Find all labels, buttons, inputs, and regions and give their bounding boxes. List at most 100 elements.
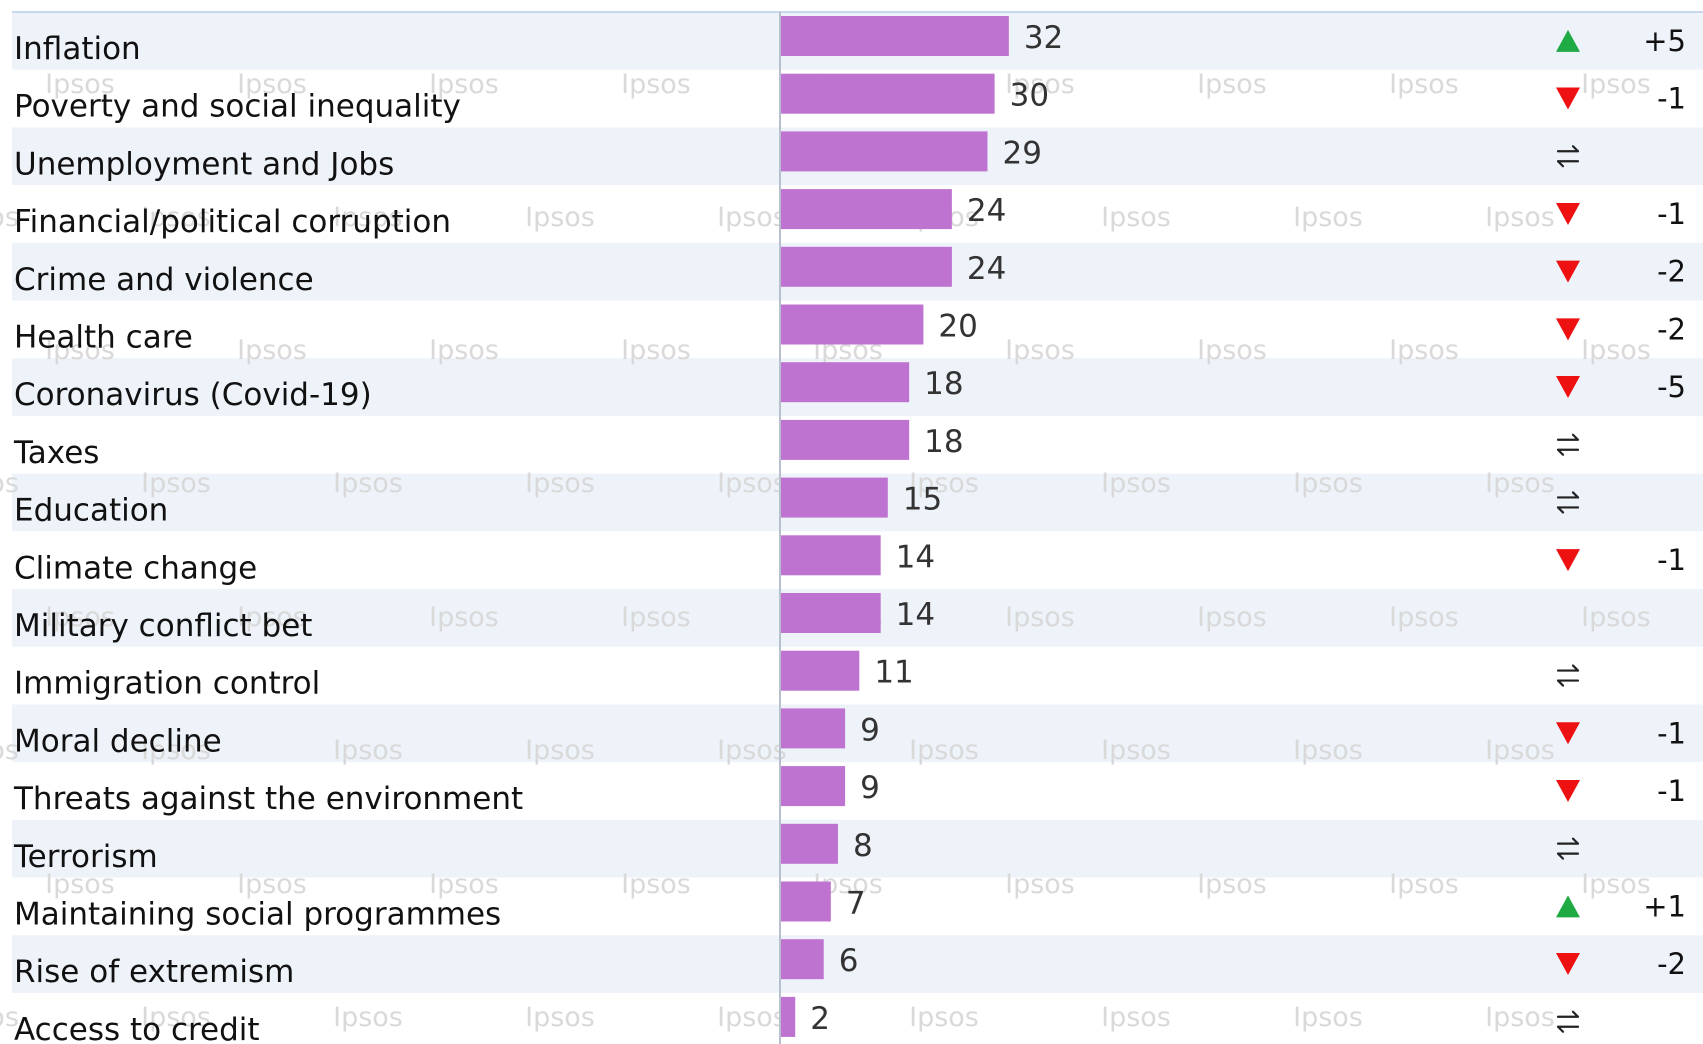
chart-row: Climate change 14 -1: [14, 535, 1686, 586]
row-band: [12, 819, 1703, 878]
category-label: Health care: [14, 320, 193, 356]
watermark-text: Ipsos: [1485, 468, 1555, 499]
up-triangle-icon: [1556, 29, 1580, 52]
bar: [781, 650, 860, 691]
watermark-text: Ipsos: [45, 602, 115, 633]
watermark-text: Ipsos: [1581, 69, 1651, 100]
watermark-text: Ipsos: [525, 735, 595, 766]
down-triangle-icon: [1556, 953, 1580, 976]
watermark-text: Ipsos: [237, 869, 307, 900]
bar: [781, 593, 881, 633]
watermark-text: Ipsos: [621, 602, 691, 633]
chart-rows: Inflation 32 +5 Poverty and social inequali…: [13, 16, 1686, 1044]
bar-value-label: 18: [924, 366, 963, 402]
watermark-text: Ipsos: [1005, 335, 1075, 366]
watermark-text: Ipsos: [1293, 1002, 1363, 1033]
bar: [781, 881, 831, 922]
watermark-text: Ipsos: [45, 69, 115, 100]
bar-value-label: 24: [967, 193, 1006, 229]
swap-arrows-icon: [1556, 433, 1580, 456]
watermark-text: Ipsos: [1005, 602, 1075, 633]
down-triangle-icon: [1556, 779, 1580, 802]
bar-value-label: 6: [839, 943, 859, 979]
watermark-text: Ipsos: [0, 468, 19, 499]
bar: [781, 131, 988, 172]
watermark-text: Ipsos: [429, 335, 499, 366]
watermark-text: Ipsos: [1197, 602, 1267, 633]
watermark-text: Ipsos: [1485, 202, 1555, 233]
bar: [781, 939, 824, 980]
watermark-text: Ipsos: [333, 735, 403, 766]
bar: [781, 477, 888, 518]
watermark-text: Ipsos: [1197, 335, 1267, 366]
down-triangle-icon: [1556, 260, 1580, 283]
bar-value-label: 18: [924, 424, 963, 460]
category-label: Financial/political corruption: [14, 204, 451, 240]
chart-row: Crime and violence 24 -2: [14, 246, 1686, 298]
category-label: Threats against the environment: [13, 781, 523, 817]
watermark-text: Ipsos: [1389, 335, 1459, 366]
watermark-text: Ipsos: [1101, 735, 1171, 766]
watermark-text: Ipsos: [429, 69, 499, 100]
watermark-text: Ipsos: [45, 335, 115, 366]
chart-row: Unemployment and Jobs 29: [14, 131, 1580, 182]
category-label: Unemployment and Jobs: [14, 146, 394, 182]
bar-value-label: 2: [810, 1001, 830, 1037]
watermark-text: Ipsos: [1293, 468, 1363, 499]
bar: [781, 766, 846, 807]
category-label: Moral decline: [14, 723, 222, 759]
watermark-text: Ipsos: [45, 869, 115, 900]
chart-row: Financial/political corruption 24 -1: [14, 189, 1686, 240]
bar: [781, 73, 995, 114]
bar: [781, 996, 796, 1037]
bar-value-label: 11: [874, 655, 913, 691]
bar-value-label: 15: [903, 482, 942, 518]
bar: [781, 246, 952, 287]
watermark-text: Ipsos: [0, 202, 19, 233]
bar-value-label: 9: [860, 712, 880, 748]
watermark-text: Ipsos: [333, 468, 403, 499]
watermark-text: Ipsos: [237, 335, 307, 366]
watermark-text: Ipsos: [1293, 735, 1363, 766]
watermark-text: Ipsos: [621, 335, 691, 366]
watermark-text: Ipsos: [1389, 69, 1459, 100]
chart-row: Taxes 18: [13, 419, 1580, 471]
bar-value-label: 20: [938, 309, 977, 345]
watermark-text: Ipsos: [1485, 735, 1555, 766]
watermark-text: Ipsos: [717, 468, 787, 499]
chart-row: Threats against the environment 9 -1: [13, 766, 1686, 817]
watermark-text: Ipsos: [525, 1002, 595, 1033]
watermark-text: Ipsos: [429, 602, 499, 633]
bar: [781, 16, 1009, 56]
watermark-text: Ipsos: [1293, 202, 1363, 233]
bar: [781, 419, 910, 460]
category-label: Immigration control: [14, 666, 320, 702]
watermark-text: Ipsos: [1197, 869, 1267, 900]
watermark-text: Ipsos: [909, 468, 979, 499]
watermark-text: Ipsos: [0, 1002, 19, 1033]
watermark-text: Ipsos: [1389, 869, 1459, 900]
watermark-text: Ipsos: [429, 869, 499, 900]
category-label: Terrorism: [13, 839, 158, 875]
change-value-label: -1: [1657, 82, 1686, 116]
chart-row: Immigration control 11: [14, 650, 1580, 702]
bar: [781, 823, 838, 864]
chart-row: Education 15: [14, 477, 1580, 529]
category-label: Education: [14, 493, 168, 529]
bar-value-label: 8: [853, 828, 873, 864]
watermark-text: Ipsos: [333, 202, 403, 233]
swap-arrows-icon: [1556, 491, 1580, 514]
down-triangle-icon: [1556, 318, 1580, 341]
change-value-label: -1: [1657, 774, 1686, 808]
bar: [781, 189, 952, 230]
category-label: Coronavirus (Covid-19): [14, 377, 372, 413]
watermark-text: Ipsos: [1485, 1002, 1555, 1033]
category-label: Military conflict bet: [14, 608, 312, 644]
down-triangle-icon: [1556, 549, 1580, 572]
bar-value-label: 14: [896, 597, 935, 633]
change-value-label: -2: [1657, 947, 1686, 981]
watermark-text: Ipsos: [1197, 69, 1267, 100]
watermark-text: Ipsos: [237, 69, 307, 100]
bar-value-label: 7: [846, 886, 866, 922]
